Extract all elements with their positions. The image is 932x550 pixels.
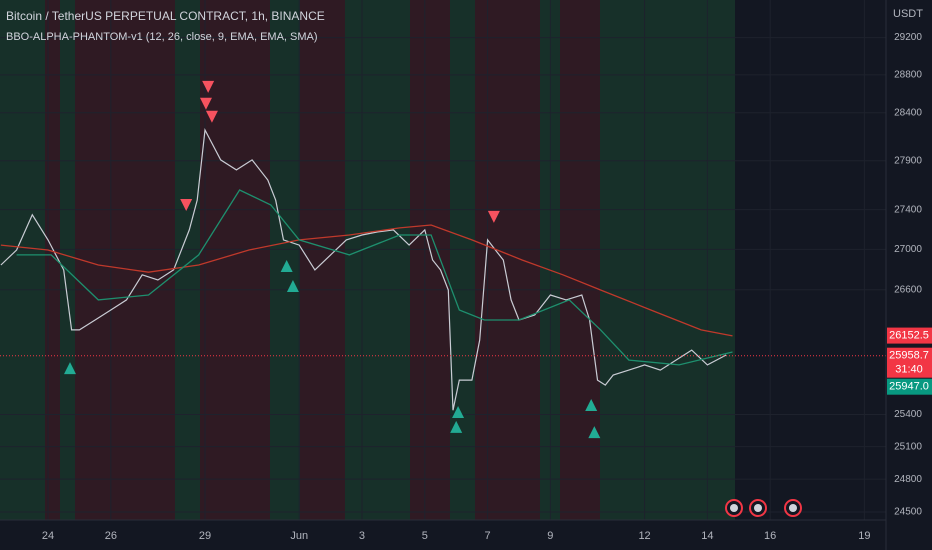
x-tick-label: 19 bbox=[858, 530, 870, 542]
x-tick-label: Jun bbox=[290, 530, 308, 542]
signal-band bbox=[75, 0, 175, 520]
x-tick-label: 16 bbox=[764, 530, 776, 542]
grid bbox=[0, 0, 886, 520]
event-icons[interactable] bbox=[725, 499, 802, 517]
y-tick-label: 29200 bbox=[894, 32, 922, 43]
y-tick-label: 27000 bbox=[894, 244, 922, 255]
signal-band bbox=[175, 0, 200, 520]
sell-signal bbox=[180, 198, 193, 211]
x-tick-label: 29 bbox=[199, 530, 211, 542]
signal-band bbox=[200, 0, 270, 520]
axes: 29200 28800 28400 27900 27400 27000 26600 25400… bbox=[42, 32, 932, 542]
x-tick-label: 26 bbox=[105, 530, 117, 542]
buy-signal bbox=[450, 420, 463, 433]
x-tick-label: 14 bbox=[701, 530, 713, 542]
signal-band bbox=[45, 0, 60, 520]
price-label: 25947.0 bbox=[889, 381, 929, 393]
sell-signal bbox=[199, 97, 212, 110]
x-tick-label: 12 bbox=[638, 530, 650, 542]
plot bbox=[0, 80, 886, 439]
x-tick-label: 3 bbox=[359, 530, 365, 542]
signal-band bbox=[475, 0, 540, 520]
buy-signal bbox=[64, 362, 77, 375]
y-tick-label: 24500 bbox=[894, 507, 922, 518]
buy-signal bbox=[452, 405, 465, 418]
x-tick-label: 7 bbox=[485, 530, 491, 542]
buy-signal bbox=[280, 259, 293, 272]
price-label: 25958.7 bbox=[889, 350, 929, 362]
background-bands bbox=[0, 0, 735, 520]
signal-band bbox=[560, 0, 600, 520]
y-tick-label: 26600 bbox=[894, 284, 922, 295]
y-tick-label: 28400 bbox=[894, 107, 922, 118]
y-tick-label: 25100 bbox=[894, 441, 922, 452]
x-tick-label: 9 bbox=[547, 530, 553, 542]
signal-band bbox=[270, 0, 300, 520]
y-tick-label: 28800 bbox=[894, 70, 922, 81]
price-label-box bbox=[887, 378, 932, 395]
moving-average-line bbox=[16, 189, 733, 366]
price-line bbox=[0, 127, 727, 411]
event-icon-inner bbox=[754, 504, 762, 512]
y-unit: USDT bbox=[893, 8, 923, 20]
signal-band bbox=[450, 0, 475, 520]
price-label: 26152.5 bbox=[889, 329, 929, 341]
price-label-box bbox=[887, 347, 932, 378]
signal-band bbox=[0, 0, 45, 520]
x-tick-label: 5 bbox=[422, 530, 428, 542]
x-tick-label: 24 bbox=[42, 530, 54, 542]
y-tick-label: 25400 bbox=[894, 409, 922, 420]
signal-band bbox=[600, 0, 735, 520]
signal-band bbox=[410, 0, 450, 520]
sell-signal bbox=[487, 210, 500, 223]
event-icon-inner bbox=[730, 504, 738, 512]
y-tick-label: 24800 bbox=[894, 474, 922, 485]
price-label-box bbox=[887, 327, 932, 344]
chart-title: Bitcoin / TetherUS PERPETUAL CONTRACT, 1… bbox=[6, 9, 325, 23]
indicator-label: BBO-ALPHA-PHANTOM-v1 (12, 26, close, 9, … bbox=[6, 31, 318, 43]
sell-signal bbox=[202, 80, 215, 93]
signal-band bbox=[60, 0, 75, 520]
y-tick-label: 27400 bbox=[894, 204, 922, 215]
buy-signal bbox=[286, 279, 299, 292]
moving-average-line bbox=[0, 224, 733, 337]
sell-signal bbox=[205, 110, 218, 123]
bar-countdown: 31:40 bbox=[895, 364, 923, 376]
signal-band bbox=[300, 0, 345, 520]
buy-signal bbox=[588, 426, 601, 439]
signal-band bbox=[345, 0, 410, 520]
event-icon-inner bbox=[789, 504, 797, 512]
buy-signal bbox=[585, 398, 598, 411]
y-tick-label: 27900 bbox=[894, 155, 922, 166]
